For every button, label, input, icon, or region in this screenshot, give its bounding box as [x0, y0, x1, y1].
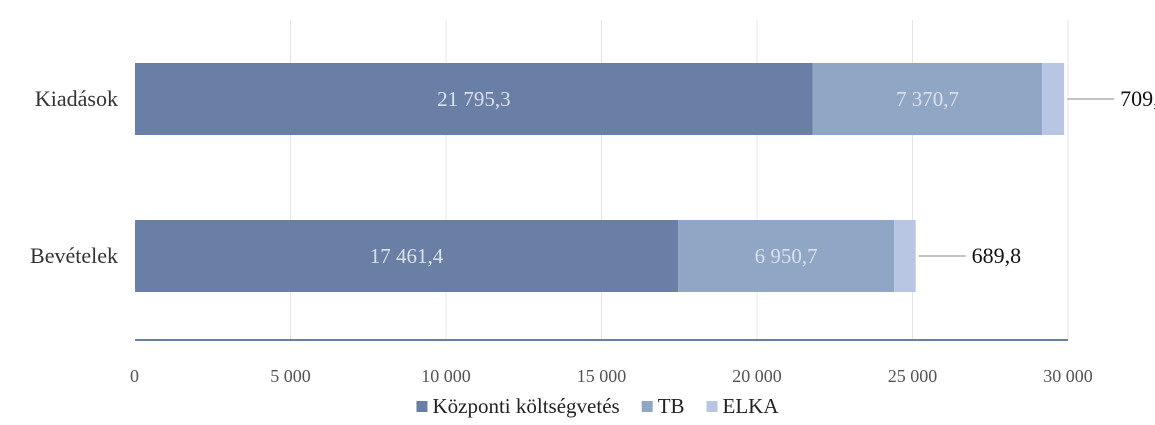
data-label-elka-kiadasok: 709,8 [1120, 86, 1155, 111]
bar-tb-kiadasok [812, 63, 1043, 135]
x-tick-label: 0 [130, 366, 139, 386]
legend-label-kozponti-koltsegvetes: Központi költségvetés [432, 394, 619, 418]
x-tick-label: 25 000 [888, 366, 938, 386]
legend-swatch-elka [706, 401, 718, 412]
bar-elka-kiadasok [1042, 63, 1065, 135]
category-label-bevetelek: Bevételek [30, 243, 118, 268]
data-label-tb-bevetelek: 6 950,7 [755, 244, 818, 268]
bar-kozponti-koltsegvetes-bevetelek [135, 220, 679, 292]
category-label-kiadasok: Kiadások [35, 86, 118, 111]
data-label-kozponti-koltsegvetes-kiadasok: 21 795,3 [437, 87, 511, 111]
x-tick-label: 5 000 [270, 366, 311, 386]
bar-kozponti-koltsegvetes-kiadasok [135, 63, 813, 135]
data-label-elka-bevetelek: 689,8 [972, 243, 1022, 268]
bars [135, 63, 1065, 292]
legend-swatch-kozponti-koltsegvetes [416, 401, 428, 412]
legend-swatch-tb [641, 401, 653, 412]
legend-label-elka: ELKA [723, 394, 780, 418]
legend-label-tb: TB [658, 394, 685, 418]
bar-tb-bevetelek [678, 220, 895, 292]
x-tick-label: 15 000 [577, 366, 627, 386]
data-labels: 21 795,3 7 370,7 709,8 17 461,4 6 950,7 689,8 [370, 86, 1155, 268]
x-tick-label: 20 000 [732, 366, 782, 386]
x-tick-label: 30 000 [1043, 366, 1093, 386]
x-tick-labels: 0 5 000 10 000 15 000 20 000 25 000 30 000 [130, 366, 1093, 386]
data-label-kozponti-koltsegvetes-bevetelek: 17 461,4 [370, 244, 444, 268]
bar-elka-bevetelek [894, 220, 916, 292]
data-label-tb-kiadasok: 7 370,7 [896, 87, 959, 111]
legend: Központi költségvetés TB ELKA [416, 394, 779, 418]
x-tick-label: 10 000 [421, 366, 471, 386]
category-labels: Kiadások Bevételek [30, 86, 118, 268]
